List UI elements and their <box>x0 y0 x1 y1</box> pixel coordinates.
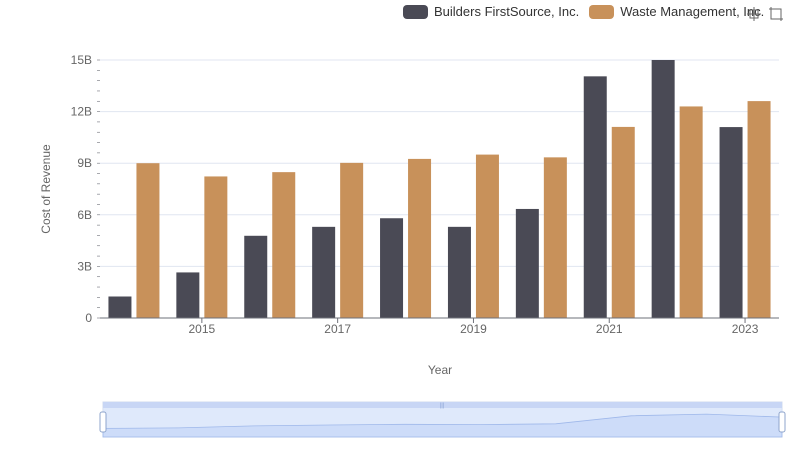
bars <box>108 60 771 319</box>
zoom-icon[interactable] <box>746 6 762 22</box>
y-axis-title: Cost of Revenue <box>39 144 53 234</box>
bar-waste-management-inc-2017[interactable] <box>340 162 364 318</box>
toolbox <box>746 6 784 22</box>
bar-builders-firstsource-inc-2015[interactable] <box>176 272 200 318</box>
bar-waste-management-inc-2015[interactable] <box>204 176 228 318</box>
bar-builders-firstsource-inc-2018[interactable] <box>380 218 404 318</box>
y-tick-label: 12B <box>71 105 92 119</box>
legend-swatch <box>403 4 428 19</box>
legend-item-waste-management[interactable]: Waste Management, Inc. <box>589 4 764 19</box>
bar-waste-management-inc-2023[interactable] <box>747 101 771 318</box>
x-tick-label: 2019 <box>460 322 487 336</box>
bar-waste-management-inc-2021[interactable] <box>611 126 635 319</box>
bar-builders-firstsource-inc-2022[interactable] <box>651 60 675 318</box>
slider-top-bar[interactable] <box>103 402 782 408</box>
legend-swatch <box>589 4 615 19</box>
y-tick-label: 9B <box>77 156 92 170</box>
y-tick-label: 6B <box>77 208 92 222</box>
bar-waste-management-inc-2022[interactable] <box>679 106 703 318</box>
slider-left-handle[interactable] <box>99 411 107 433</box>
slider-right-handle[interactable] <box>778 411 786 433</box>
y-axis-ticks: 0 3B 6B 9B 12B 15B <box>71 53 100 325</box>
y-tick-label: 15B <box>71 53 92 67</box>
bar-builders-firstsource-inc-2020[interactable] <box>515 208 539 318</box>
bar-builders-firstsource-inc-2021[interactable] <box>583 76 607 318</box>
grid-lines <box>100 59 779 267</box>
bar-builders-firstsource-inc-2023[interactable] <box>719 127 743 318</box>
restore-icon[interactable] <box>768 6 784 22</box>
x-tick-label: 2021 <box>596 322 623 336</box>
bar-builders-firstsource-inc-2014[interactable] <box>108 296 132 319</box>
legend-label: Waste Management, Inc. <box>620 4 765 19</box>
bar-waste-management-inc-2019[interactable] <box>475 154 499 318</box>
bar-waste-management-inc-2018[interactable] <box>408 158 432 318</box>
x-axis-title: Year <box>428 363 452 377</box>
y-tick-label: 3B <box>77 259 92 273</box>
bar-builders-firstsource-inc-2019[interactable] <box>447 226 471 318</box>
slider-grip[interactable]: ||| <box>440 403 445 409</box>
x-tick-label: 2023 <box>732 322 759 336</box>
data-zoom-slider[interactable]: ||| <box>99 401 786 438</box>
x-tick-label: 2015 <box>188 322 215 336</box>
legend-item-builders-firstsource[interactable]: Builders FirstSource, Inc. <box>403 4 579 19</box>
bar-waste-management-inc-2020[interactable] <box>543 157 567 318</box>
bar-waste-management-inc-2016[interactable] <box>272 172 296 318</box>
bar-builders-firstsource-inc-2016[interactable] <box>244 235 268 318</box>
y-tick-label: 0 <box>85 311 92 325</box>
legend: Builders FirstSource, Inc. Waste Managem… <box>403 4 764 19</box>
x-tick-label: 2017 <box>324 322 351 336</box>
bar-builders-firstsource-inc-2017[interactable] <box>312 226 336 318</box>
bar-waste-management-inc-2014[interactable] <box>136 163 160 318</box>
x-axis-ticks: 2015 2017 2019 2021 2023 <box>188 318 759 336</box>
legend-label: Builders FirstSource, Inc. <box>434 4 580 19</box>
